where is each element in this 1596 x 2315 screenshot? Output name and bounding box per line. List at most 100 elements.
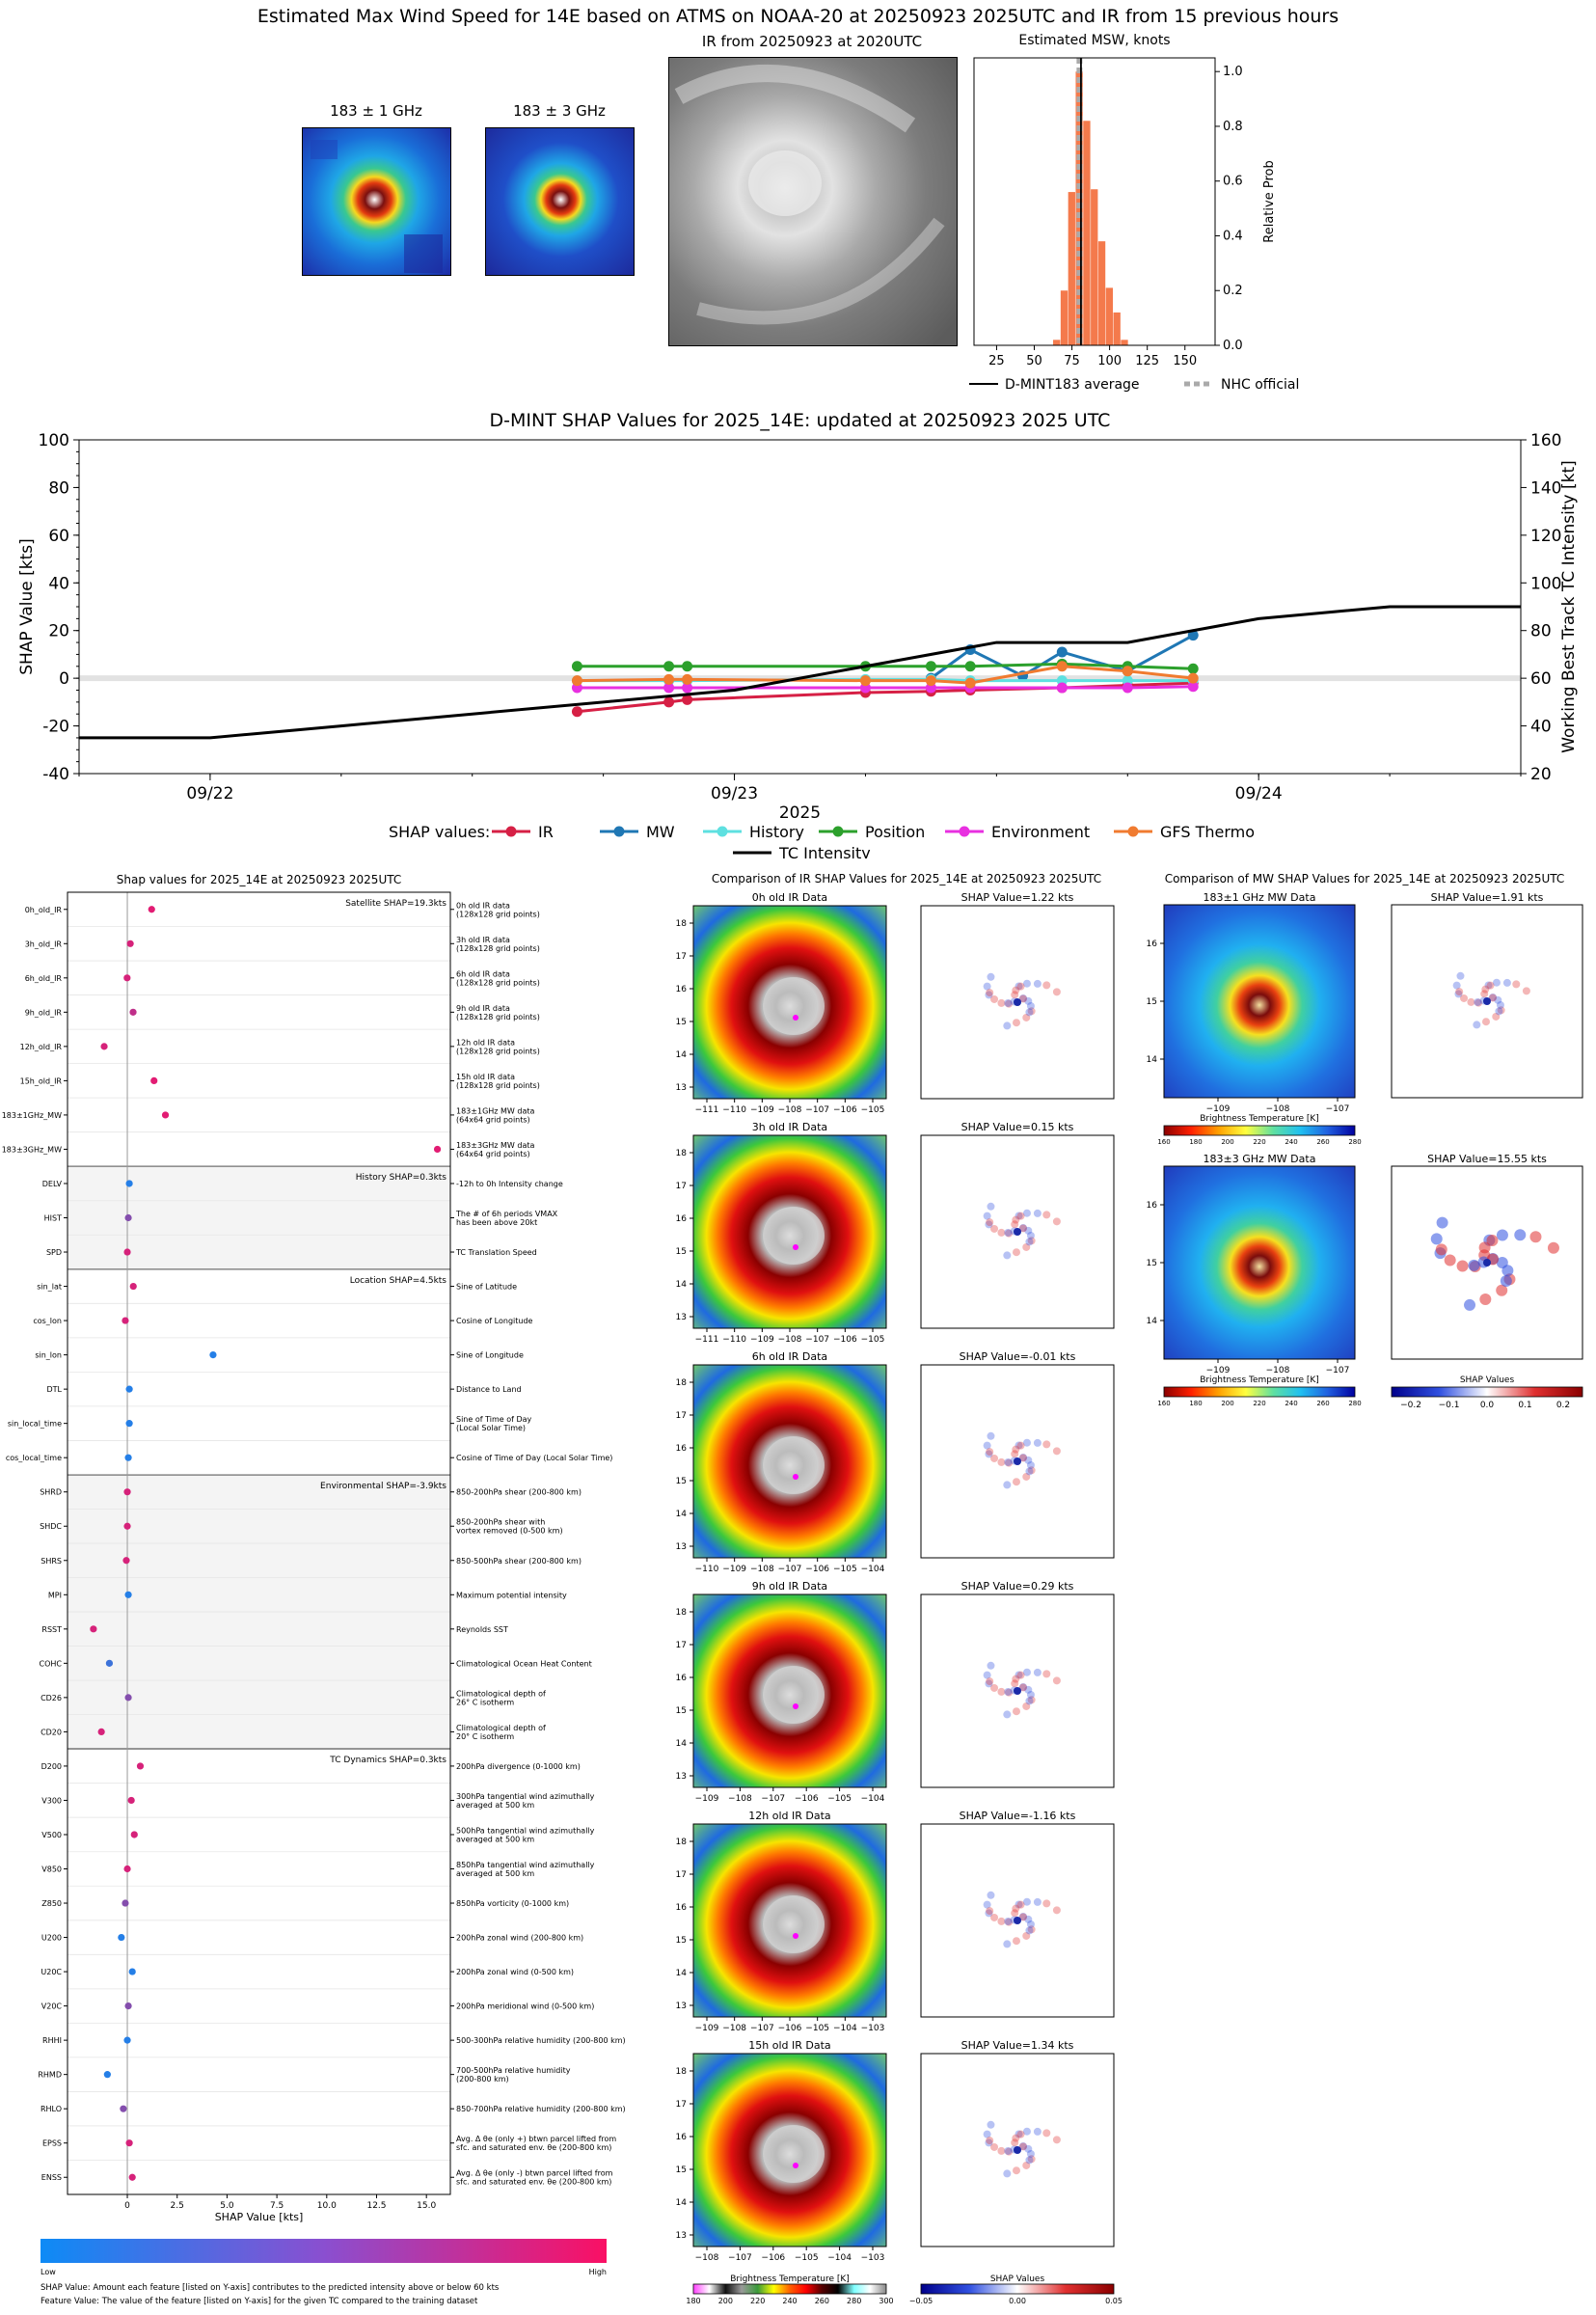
ir-xtick-label-3: −108	[728, 1794, 752, 1804]
ir-data-1-eye	[763, 1207, 825, 1265]
ir-ytick-label-0: 14	[676, 1050, 688, 1060]
ts-y2tick-label: 80	[1530, 622, 1552, 641]
feature-name-7: 183±3GHz_MW	[2, 1145, 62, 1154]
feature-point-2	[123, 974, 131, 982]
ts-ytick-label: 100	[39, 431, 69, 450]
legend-nhc-label: NHC official	[1221, 377, 1299, 393]
series-point-gfs-thermo	[1187, 672, 1199, 684]
feature-desc-10-0: TC Translation Speed	[455, 1248, 537, 1257]
histogram-bar-6	[1097, 241, 1106, 345]
ts-y2tick-label: 100	[1530, 574, 1561, 593]
ir-shap-3-blob	[1016, 1671, 1025, 1679]
mw-ytick-label-0: 14	[1147, 1055, 1158, 1065]
ir-shap-1-blob	[990, 1224, 999, 1233]
ir-shap-5-frame	[920, 2053, 1115, 2247]
footer-note-2: Feature Value: The value of the feature …	[41, 2297, 478, 2306]
ir-shap-5-blob	[987, 2120, 995, 2129]
ir-xtick-label-4: −109	[695, 2024, 719, 2033]
ir-shap-5-blob	[1016, 2130, 1025, 2138]
feature-name-37: ENSS	[41, 2173, 62, 2182]
feature-name-14: DTL	[46, 1385, 62, 1394]
ir-shap-3-blob	[1022, 1702, 1031, 1710]
feature-point-23	[124, 1694, 132, 1702]
mw-shap-0-blob	[1467, 997, 1475, 1006]
ts-y2tick-label: 20	[1530, 765, 1552, 784]
ir-xtick-label-1: −111	[695, 1335, 719, 1345]
mw-bt-tick-1: 180	[1189, 1400, 1202, 1407]
ir-shap-0-blob	[1024, 996, 1033, 1005]
mw-shap-0-blob	[1486, 981, 1495, 990]
ir-shap-1-frame	[920, 1134, 1115, 1329]
ts-y2label: Working Best Track TC Intensity [kt]	[1559, 460, 1579, 753]
feature-desc-16-0: Cosine of Time of Day (Local Solar Time)	[456, 1454, 612, 1462]
series-point-position	[925, 661, 936, 672]
feature-point-28	[123, 1865, 131, 1873]
mw-shap-tick: 0.1	[1518, 1401, 1531, 1410]
ir-shap-5-blob	[1026, 2149, 1035, 2158]
ir-compare-svg: 0h old IR Data SHAP Value=1.22 kts 18 17 16 1…	[676, 891, 1123, 2305]
ir-xtick-label-2: −104	[861, 1565, 885, 1574]
ir-image-art	[669, 58, 957, 345]
feature-desc-4-1: (128x128 grid points)	[456, 1047, 540, 1055]
ir-shap-3-blob	[986, 1677, 994, 1686]
ir-shap-0-frame	[920, 905, 1115, 1100]
ir-shap-5-blob	[1027, 2155, 1036, 2164]
ir-shap-2-blob	[1003, 1481, 1012, 1489]
ir-shap-3-blob	[1019, 1683, 1027, 1691]
mw-shap-1-blob	[1501, 1265, 1514, 1277]
ir-shap-4-blob	[990, 1913, 999, 1921]
ir-shap-0-blob	[986, 989, 994, 997]
feature-name-30: U200	[41, 1934, 62, 1943]
ir-xtick-label-2: −107	[778, 1565, 802, 1574]
ts-xtick-label: 09/24	[1235, 784, 1283, 803]
mw-shap-1-blob	[1500, 1275, 1512, 1288]
series-point-ir	[571, 706, 582, 718]
feature-point-27	[130, 1831, 138, 1838]
feature-name-1: 3h_old_IR	[25, 940, 63, 948]
legend-label-4: Environment	[991, 823, 1090, 841]
ir-xtick-label-0: −109	[750, 1105, 774, 1115]
ir-xtick-label-5: −103	[861, 2253, 885, 2263]
mw-shap-0-blob	[1502, 978, 1511, 987]
mw-shap-0-blob	[1474, 998, 1483, 1007]
ir-shap-2-blob	[990, 1454, 999, 1462]
feature-xtick-label: 2.5	[171, 2201, 184, 2211]
ir-shap-4-blob	[987, 1891, 995, 1899]
ir-shap-2-blob	[1018, 1454, 1027, 1462]
ir-ytick-label-5: 15	[676, 2165, 687, 2175]
ir-shap-3-blob	[983, 1671, 991, 1679]
mw-compare-svg: 183±1 GHz MW Data SHAP Value=1.91 kts 16 15…	[1147, 891, 1583, 1410]
ir-row-shap-2: SHAP Value=-0.01 kts	[960, 1350, 1076, 1363]
feature-desc-1-0: 3h old IR data	[456, 936, 510, 944]
ir-bt-colorbar-tick: 260	[815, 2297, 829, 2305]
ir-xtick-label-0: −110	[722, 1105, 746, 1115]
series-point-gfs-thermo	[1056, 661, 1068, 672]
feature-point-4	[100, 1043, 108, 1050]
mw-row-shap-1: SHAP Value=15.55 kts	[1427, 1153, 1547, 1165]
ir-row-shap-5: SHAP Value=1.34 kts	[961, 2039, 1074, 2052]
ir-data-2-center	[793, 1474, 798, 1480]
mw-shap-1-blob	[1514, 1229, 1527, 1241]
feature-desc-6-0: 183±1GHz MW data	[456, 1106, 534, 1115]
mw-shap-1-blob	[1468, 1259, 1480, 1271]
histogram-bar-5	[1091, 189, 1098, 345]
ir-shap-5-blob	[1022, 2161, 1031, 2169]
mw3-image-title: 183 ± 3 GHz	[513, 102, 606, 120]
feature-desc-0-0: 0h old IR data	[456, 901, 510, 910]
mw-shap-0-core	[1483, 997, 1491, 1005]
feature-xtick-label: 7.5	[270, 2201, 284, 2211]
ir-shap-2-blob	[1005, 1458, 1014, 1467]
mw-shap-0-blob	[1495, 1007, 1503, 1016]
mw-bt-tick-0: 280	[1348, 1138, 1361, 1146]
ir-shap-3-blob	[985, 1679, 993, 1688]
ir-shap-4-blob	[1042, 1899, 1051, 1908]
main-title: Estimated Max Wind Speed for 14E based o…	[257, 6, 1339, 27]
ir-data-1-center	[793, 1244, 798, 1250]
mw-bt-tick-0: 180	[1189, 1138, 1202, 1146]
ir-shap-4-blob	[985, 1909, 993, 1918]
ir-shap-3-blob	[990, 1683, 999, 1692]
ir-ytick-label-4: 16	[676, 1903, 688, 1913]
mw-shap-0-blob	[1452, 981, 1461, 990]
feature-point-10	[123, 1248, 131, 1256]
ir-shap-0-blob	[1016, 982, 1025, 991]
